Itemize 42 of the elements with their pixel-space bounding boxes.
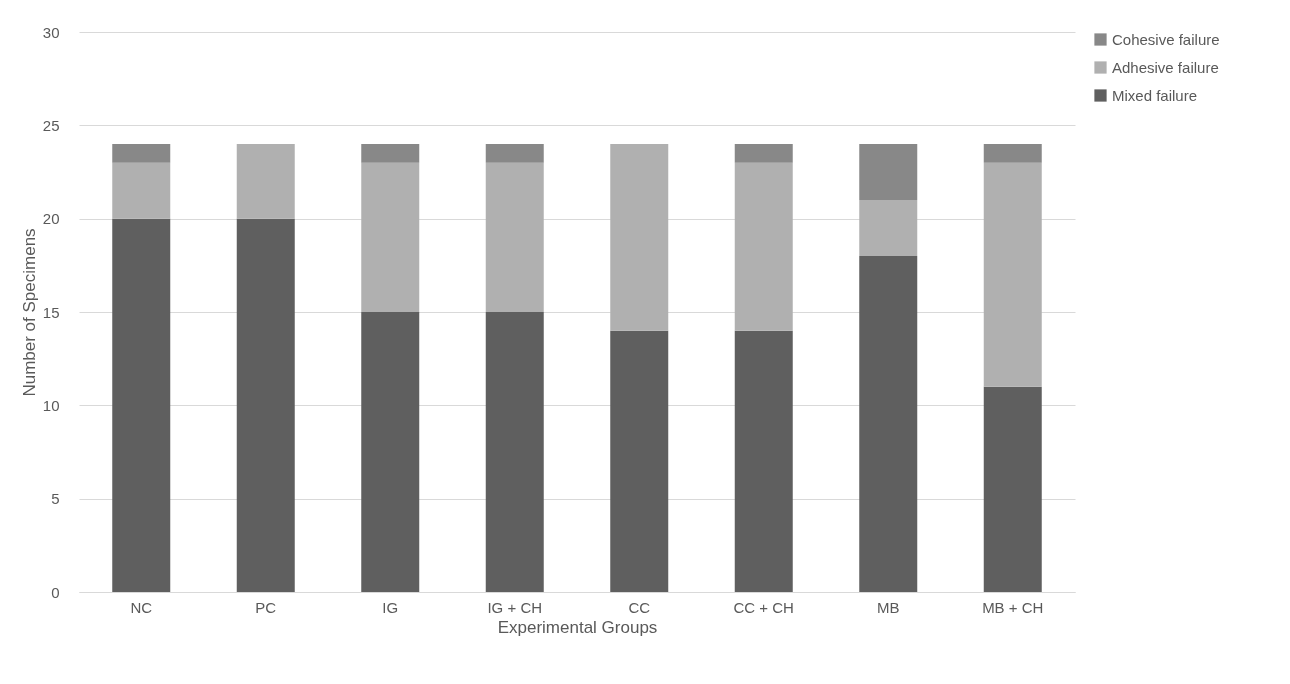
bar — [859, 200, 918, 256]
bar — [112, 218, 171, 592]
y-tick-label: 10 — [42, 396, 60, 414]
x-tick-label: IG — [382, 598, 399, 616]
bar — [112, 144, 171, 163]
x-tick-label: PC — [255, 598, 277, 616]
x-tick-label: NC — [130, 598, 153, 616]
bar — [610, 330, 669, 592]
bar — [859, 256, 918, 592]
x-tick-label: MB — [877, 598, 900, 616]
bar — [112, 162, 171, 219]
y-tick-label: 5 — [51, 490, 60, 508]
bar — [485, 162, 544, 312]
bar — [361, 162, 420, 312]
legend-label: Mixed failure — [1112, 86, 1198, 104]
bar — [983, 162, 1042, 387]
x-tick-label: CC — [628, 598, 651, 616]
y-tick-label: 15 — [42, 303, 60, 321]
bar — [485, 312, 544, 592]
bar — [983, 386, 1042, 592]
bar — [859, 144, 918, 200]
bar — [983, 144, 1042, 163]
bar — [610, 144, 669, 331]
bar — [485, 144, 544, 163]
legend-label: Cohesive failure — [1112, 30, 1220, 48]
y-tick-label: 0 — [51, 583, 60, 601]
bar — [734, 162, 793, 331]
y-tick-label: 20 — [42, 210, 60, 228]
x-tick-label: CC + CH — [733, 598, 794, 616]
bar — [361, 312, 420, 592]
y-tick-label: 30 — [42, 23, 60, 41]
x-axis-title: Experimental Groups — [497, 617, 658, 637]
bar — [236, 144, 295, 219]
x-tick-label: MB + CH — [982, 598, 1044, 616]
y-axis-title: Number of Specimens — [19, 228, 39, 397]
legend-label: Adhesive failure — [1112, 58, 1219, 76]
x-tick-label: IG + CH — [487, 598, 543, 616]
bar — [734, 144, 793, 163]
y-tick-label: 25 — [42, 116, 60, 134]
bar — [734, 330, 793, 592]
bar — [361, 144, 420, 163]
bar — [236, 218, 295, 592]
